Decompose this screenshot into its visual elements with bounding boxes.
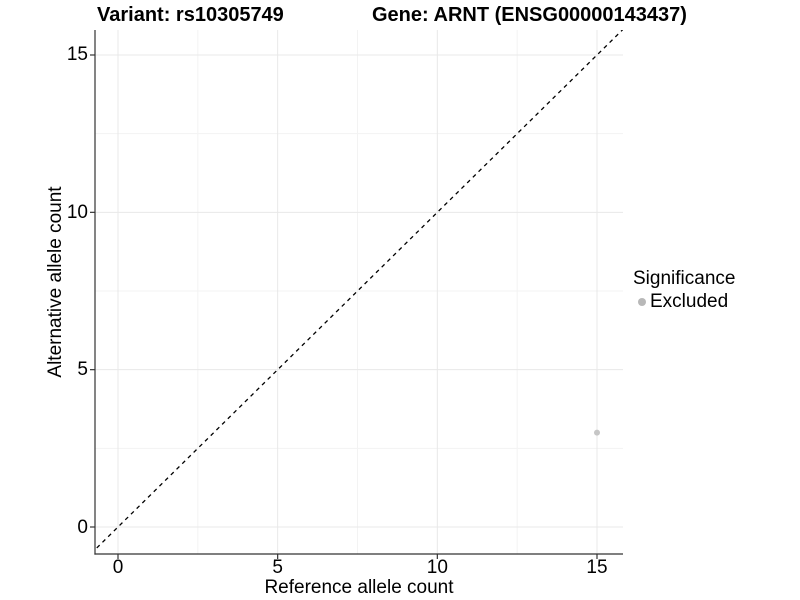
y-axis-label: Alternative allele count	[45, 186, 66, 378]
y-tick-label: 10	[66, 201, 88, 223]
legend: Significance Excluded	[633, 268, 735, 313]
identity-reference-line	[95, 30, 623, 551]
y-tick-label: 15	[66, 44, 88, 66]
axis-lines	[94, 30, 623, 555]
gridlines-minor	[95, 30, 623, 554]
axis-tick-marks	[90, 54, 598, 559]
reference-line-group	[95, 30, 623, 551]
x-tick-label: 15	[586, 557, 608, 578]
y-tick-label: 5	[77, 359, 88, 381]
legend-point-icon	[638, 298, 646, 306]
x-tick-label: 5	[272, 557, 283, 578]
plot-title-variant: Variant: rs10305749	[97, 4, 284, 26]
plot-title-gene: Gene: ARNT (ENSG00000143437)	[372, 4, 687, 26]
x-axis-label: Reference allele count	[264, 577, 454, 598]
gridlines-major	[95, 30, 623, 554]
data-point	[593, 429, 600, 436]
x-tick-label: 10	[426, 557, 448, 578]
x-tick-label: 0	[112, 557, 124, 578]
legend-item-label: Excluded	[650, 291, 729, 312]
data-points	[593, 429, 600, 436]
legend-title: Significance	[633, 268, 736, 289]
legend-item-excluded: Excluded	[633, 291, 735, 313]
y-tick-label: 0	[77, 516, 88, 538]
